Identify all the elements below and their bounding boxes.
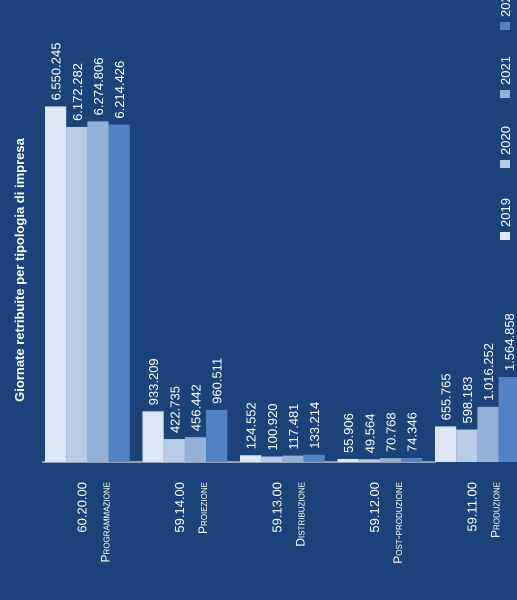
category-name-label: Proiezione bbox=[196, 482, 210, 534]
category-code-label: 60.20.00 bbox=[74, 482, 89, 533]
bar-60.20.00-2019 bbox=[45, 106, 67, 462]
bar-59.13.00-2020 bbox=[261, 456, 283, 462]
data-label-60.20.00-2020: 6.172.282 bbox=[70, 63, 85, 121]
category-code-label: 59.11.00 bbox=[464, 482, 479, 532]
data-label-59.14.00-2022: 960.511 bbox=[210, 358, 225, 404]
data-label-59.13.00-2022: 133.214 bbox=[307, 402, 322, 449]
category-code-label: 59.13.00 bbox=[269, 482, 284, 533]
data-label-59.13.00-2019: 124.552 bbox=[244, 402, 259, 449]
bar-59.13.00-2021 bbox=[282, 455, 304, 462]
data-label-59.14.00-2020: 422.735 bbox=[167, 386, 182, 433]
bar-59.13.00-2019 bbox=[240, 455, 262, 462]
bar-59.11.00-2022 bbox=[498, 377, 517, 462]
data-label-59.14.00-2019: 933.209 bbox=[146, 358, 161, 405]
legend-label-2021: 2021 bbox=[498, 56, 513, 85]
bar-59.14.00-2021 bbox=[184, 437, 207, 462]
bar-59.12.00-2022 bbox=[401, 457, 423, 462]
category-name-label: Post-produzione bbox=[391, 482, 405, 564]
legend-label-2019: 2019 bbox=[498, 198, 513, 227]
category-name-label: Produzione bbox=[488, 482, 502, 538]
bar-59.14.00-2019 bbox=[142, 411, 164, 462]
category-name-label: Programmazione bbox=[98, 482, 112, 562]
data-label-60.20.00-2022: 6.214.426 bbox=[112, 61, 127, 119]
category-code-label: 59.12.00 bbox=[367, 482, 382, 533]
legend-swatch-2021 bbox=[500, 90, 510, 98]
legend-label-2022: 2022 bbox=[498, 0, 513, 17]
chart-title: Giornate retribuite per tipologia di imp… bbox=[12, 137, 27, 401]
data-label-59.13.00-2020: 100.920 bbox=[265, 404, 280, 451]
data-label-60.20.00-2021: 6.274.806 bbox=[91, 58, 106, 116]
bar-59.13.00-2022 bbox=[303, 454, 325, 462]
data-label-59.11.00-2019: 655.765 bbox=[439, 373, 454, 420]
bar-60.20.00-2020 bbox=[66, 126, 88, 463]
legend-swatch-2020 bbox=[500, 160, 510, 168]
data-label-59.12.00-2020: 49.564 bbox=[362, 414, 377, 454]
bar-59.11.00-2021 bbox=[477, 406, 499, 462]
legend-swatch-2019 bbox=[500, 232, 510, 240]
bar-59.12.00-2020 bbox=[358, 459, 380, 462]
category-code-label: 59.14.00 bbox=[172, 482, 187, 533]
legend-swatch-2022 bbox=[500, 22, 510, 30]
data-label-59.11.00-2020: 598.183 bbox=[460, 377, 475, 424]
category-name-label: Distribuzione bbox=[293, 482, 307, 547]
data-label-59.11.00-2022: 1.564.858 bbox=[502, 313, 517, 371]
data-label-59.14.00-2021: 456.442 bbox=[189, 384, 204, 431]
data-label-59.12.00-2019: 55.906 bbox=[341, 413, 356, 453]
data-label-59.12.00-2022: 74.346 bbox=[405, 412, 420, 452]
data-label-59.13.00-2021: 117.481 bbox=[286, 404, 301, 450]
bar-59.12.00-2019 bbox=[337, 458, 359, 462]
bar-60.20.00-2022 bbox=[108, 124, 130, 462]
data-label-59.11.00-2021: 1.016.252 bbox=[481, 343, 496, 401]
legend-label-2020: 2020 bbox=[498, 126, 513, 155]
bar-60.20.00-2021 bbox=[87, 121, 109, 462]
data-label-60.20.00-2019: 6.550.245 bbox=[49, 43, 64, 101]
bar-59.11.00-2019 bbox=[435, 426, 457, 462]
bar-59.14.00-2022 bbox=[206, 409, 228, 462]
bar-59.14.00-2020 bbox=[163, 439, 185, 462]
data-label-59.12.00-2021: 70.768 bbox=[384, 412, 399, 452]
bar-59.12.00-2021 bbox=[379, 458, 402, 462]
bar-59.11.00-2020 bbox=[456, 429, 478, 462]
